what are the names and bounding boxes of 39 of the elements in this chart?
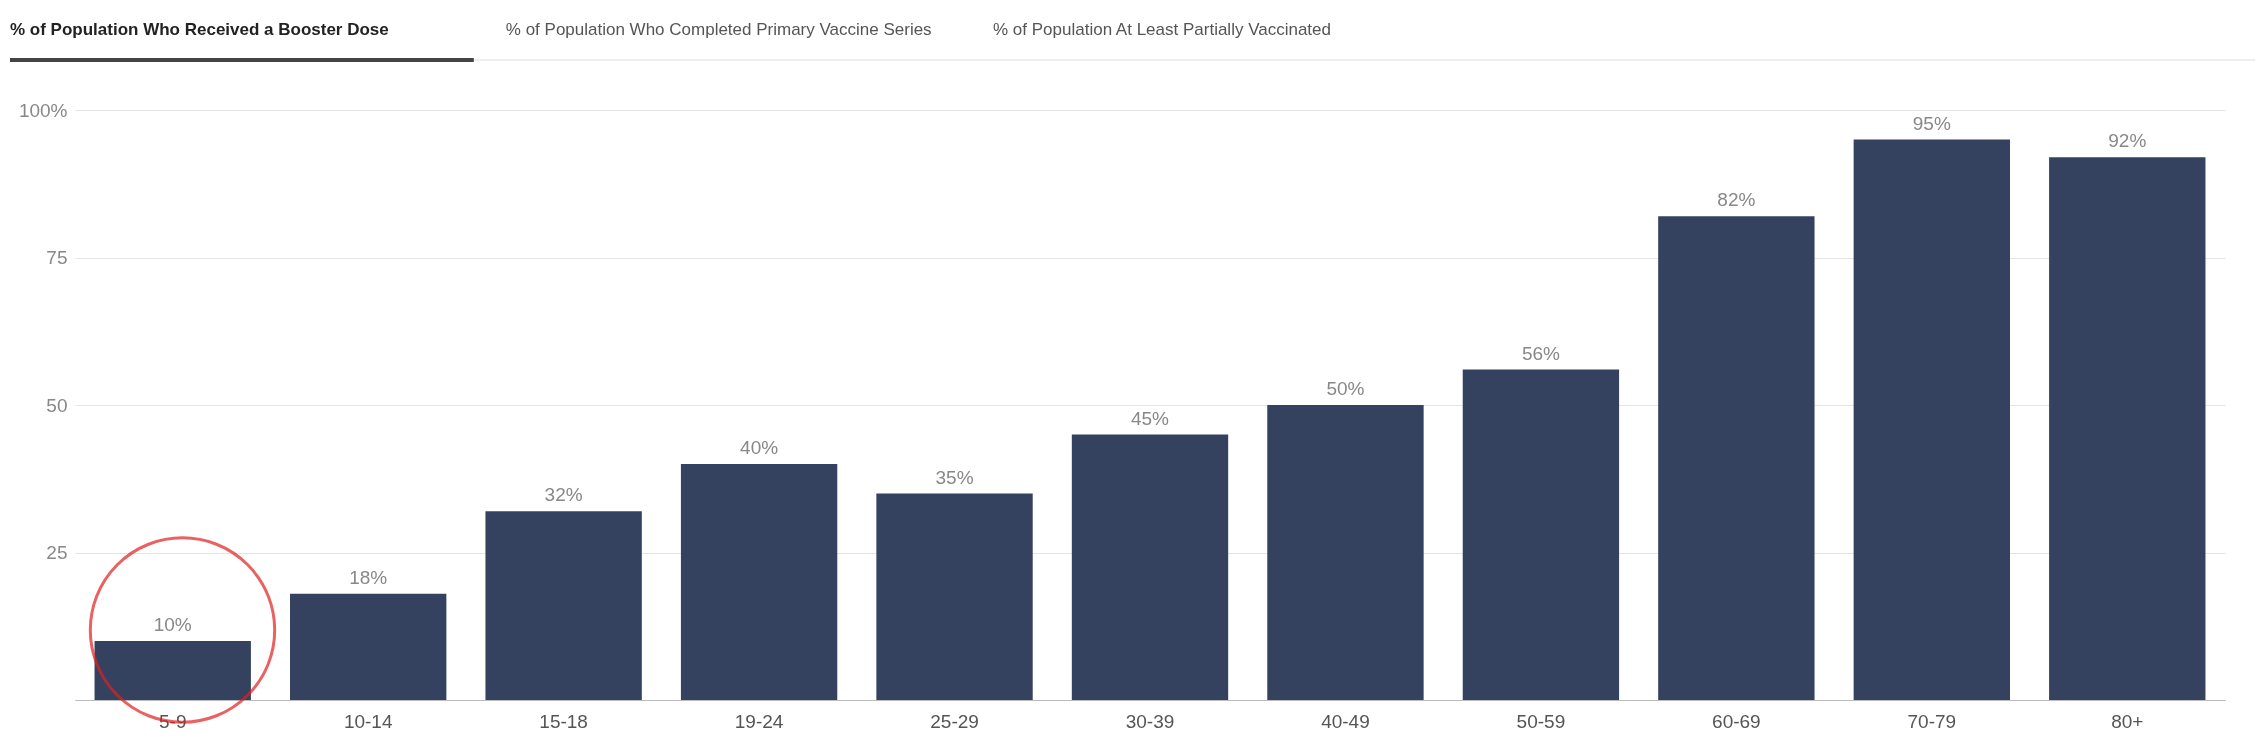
y-tick-label: 75	[46, 247, 68, 268]
bar	[485, 511, 642, 700]
x-tick-label: 50-59	[1516, 710, 1566, 732]
bar	[876, 493, 1033, 700]
y-tick-label: 100%	[18, 99, 68, 121]
data-label: 32%	[544, 484, 583, 506]
x-tick-label: 40-49	[1321, 710, 1370, 732]
x-tick-label: 30-39	[1125, 710, 1175, 732]
x-tick-label: 70-79	[1907, 710, 1957, 732]
x-tick-label: 19-24	[734, 710, 784, 732]
data-label: 18%	[349, 566, 388, 588]
x-tick-label: 15-18	[539, 710, 588, 732]
data-label: 82%	[1717, 189, 1756, 211]
text: % of Population At Least Partially Vaccinated	[993, 20, 1331, 39]
text: % of Population Who Completed Primary Vaccine Series	[505, 20, 932, 39]
y-tick-label: 25	[46, 542, 68, 563]
y-tick-label: 50	[46, 394, 68, 416]
text: % of Population Who Received a Booster Dose	[10, 20, 389, 39]
data-label: 45%	[1130, 407, 1170, 429]
x-tick-label: 60-69	[1712, 710, 1761, 732]
data-label: 95%	[1912, 112, 1951, 134]
bar	[1462, 369, 1620, 700]
data-label: 56%	[1521, 342, 1561, 364]
x-tick-label: 25-29	[930, 710, 979, 732]
bar	[1853, 139, 2010, 700]
data-label: 50%	[1326, 378, 1365, 399]
bar	[1071, 434, 1229, 700]
x-tick-label: 10-14	[343, 710, 393, 732]
data-label: 10%	[153, 614, 192, 635]
bar	[290, 593, 447, 700]
bar	[1267, 405, 1424, 700]
bar	[680, 464, 838, 700]
bar	[1658, 216, 1815, 700]
data-label: 92%	[2108, 130, 2147, 152]
x-tick-label: 80+	[2111, 710, 2144, 732]
data-label: 35%	[935, 466, 974, 488]
bar	[94, 641, 251, 700]
data-label: 40%	[740, 437, 779, 458]
bar	[2049, 157, 2206, 700]
